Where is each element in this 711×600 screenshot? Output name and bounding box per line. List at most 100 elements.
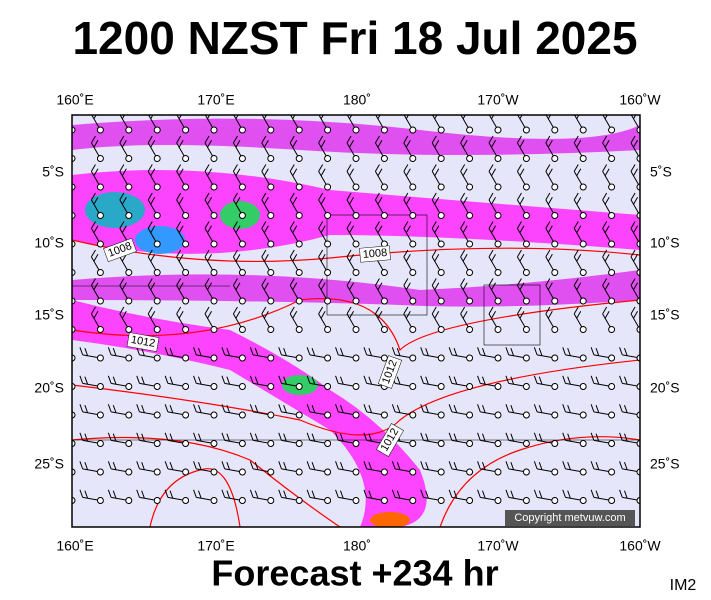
barb-station xyxy=(551,126,559,134)
wind-barb xyxy=(477,347,502,362)
image-code: IM2 xyxy=(670,577,697,594)
lat-label-left: 25˚S xyxy=(34,456,64,472)
barb-feather xyxy=(141,376,145,385)
barb-station xyxy=(324,297,332,305)
barb-station xyxy=(522,269,530,276)
barb-feather xyxy=(510,490,515,499)
wind-barb xyxy=(232,192,246,219)
wind-barb xyxy=(306,404,332,419)
barb-station xyxy=(238,155,246,162)
barb-feather xyxy=(346,135,352,144)
wind-barb xyxy=(488,164,502,191)
barb-station xyxy=(494,126,502,134)
barb-station xyxy=(579,326,587,333)
wind-barb xyxy=(204,135,218,162)
barb-feather xyxy=(207,282,212,290)
wind-barb xyxy=(318,306,332,333)
barb-feather xyxy=(547,197,553,205)
wind-barb xyxy=(590,375,616,390)
barb-feather xyxy=(505,432,510,441)
wind-barb xyxy=(278,461,303,476)
barb-feather xyxy=(510,433,515,442)
barb-station xyxy=(494,354,502,362)
barb-feather xyxy=(164,489,169,498)
barb-station xyxy=(409,297,417,305)
wind-barb xyxy=(176,135,190,162)
barb-feather xyxy=(515,107,523,114)
isobar-label-box xyxy=(359,245,391,263)
barb-station xyxy=(352,240,360,248)
barb-station xyxy=(153,383,161,390)
barb-feather xyxy=(462,311,468,319)
barb-feather xyxy=(516,221,522,229)
barb-station xyxy=(409,354,417,362)
barb-station xyxy=(608,126,616,134)
barb-feather xyxy=(260,107,268,114)
barb-feather xyxy=(420,404,424,413)
barb-feather xyxy=(633,225,638,233)
barb-feather xyxy=(90,249,96,258)
barb-feather xyxy=(311,461,316,470)
barb-station xyxy=(437,183,445,191)
barb-feather xyxy=(595,376,600,385)
barb-station xyxy=(409,440,417,447)
isobar-label: 1008 xyxy=(103,237,137,263)
wind-barb xyxy=(363,404,388,419)
barb-feather xyxy=(221,461,226,470)
barb-station xyxy=(295,326,303,333)
barb-feather xyxy=(403,249,409,258)
barb-feather xyxy=(462,168,468,176)
barb-station xyxy=(352,383,360,390)
barb-feather xyxy=(64,112,72,119)
wind-barb xyxy=(176,164,190,191)
barb-feather xyxy=(164,375,169,384)
wind-barb xyxy=(346,135,360,162)
barb-feather xyxy=(306,375,311,384)
barb-feather xyxy=(590,461,595,470)
barb-feather xyxy=(178,197,184,205)
barb-feather xyxy=(595,404,600,413)
barb-station xyxy=(210,212,218,219)
barb-feather xyxy=(538,404,543,413)
barb-feather xyxy=(306,432,311,441)
wind-barb xyxy=(431,278,445,305)
barb-feather xyxy=(545,192,551,201)
barb-feather xyxy=(595,433,600,442)
barb-feather xyxy=(460,249,466,258)
barb-feather xyxy=(50,347,55,355)
wind-barb xyxy=(460,164,474,191)
barb-station xyxy=(409,183,417,191)
barb-feather xyxy=(547,282,553,290)
barb-feather xyxy=(425,347,429,356)
barb-feather xyxy=(431,249,437,258)
barb-feather xyxy=(516,135,522,144)
barb-feather xyxy=(288,107,296,114)
wind-barb xyxy=(505,347,530,362)
barb-station xyxy=(295,497,303,504)
barb-feather xyxy=(121,282,127,290)
wind-barb xyxy=(79,461,104,476)
barb-station xyxy=(324,468,332,476)
barb-station xyxy=(466,354,474,362)
barb-feather xyxy=(562,432,566,441)
wind-barb xyxy=(630,164,640,191)
barb-station xyxy=(551,212,559,219)
barb-feather xyxy=(235,168,241,176)
wind-barb xyxy=(516,221,530,248)
wind-barb xyxy=(602,306,616,333)
barb-feather xyxy=(602,306,608,315)
wind-barb xyxy=(79,375,104,390)
barb-feather xyxy=(562,489,566,498)
barb-feather xyxy=(61,107,69,114)
barb-feather xyxy=(505,375,510,384)
barb-feather xyxy=(169,347,174,356)
wind-barb xyxy=(204,306,218,333)
barb-station xyxy=(238,212,246,219)
barb-feather xyxy=(226,461,231,470)
barb-station xyxy=(125,183,133,191)
wind-barb xyxy=(232,164,246,191)
barb-feather xyxy=(226,490,231,499)
barb-feather xyxy=(482,461,486,470)
lon-label-bottom: 160˚E xyxy=(56,538,93,554)
wind-barb xyxy=(147,278,161,305)
